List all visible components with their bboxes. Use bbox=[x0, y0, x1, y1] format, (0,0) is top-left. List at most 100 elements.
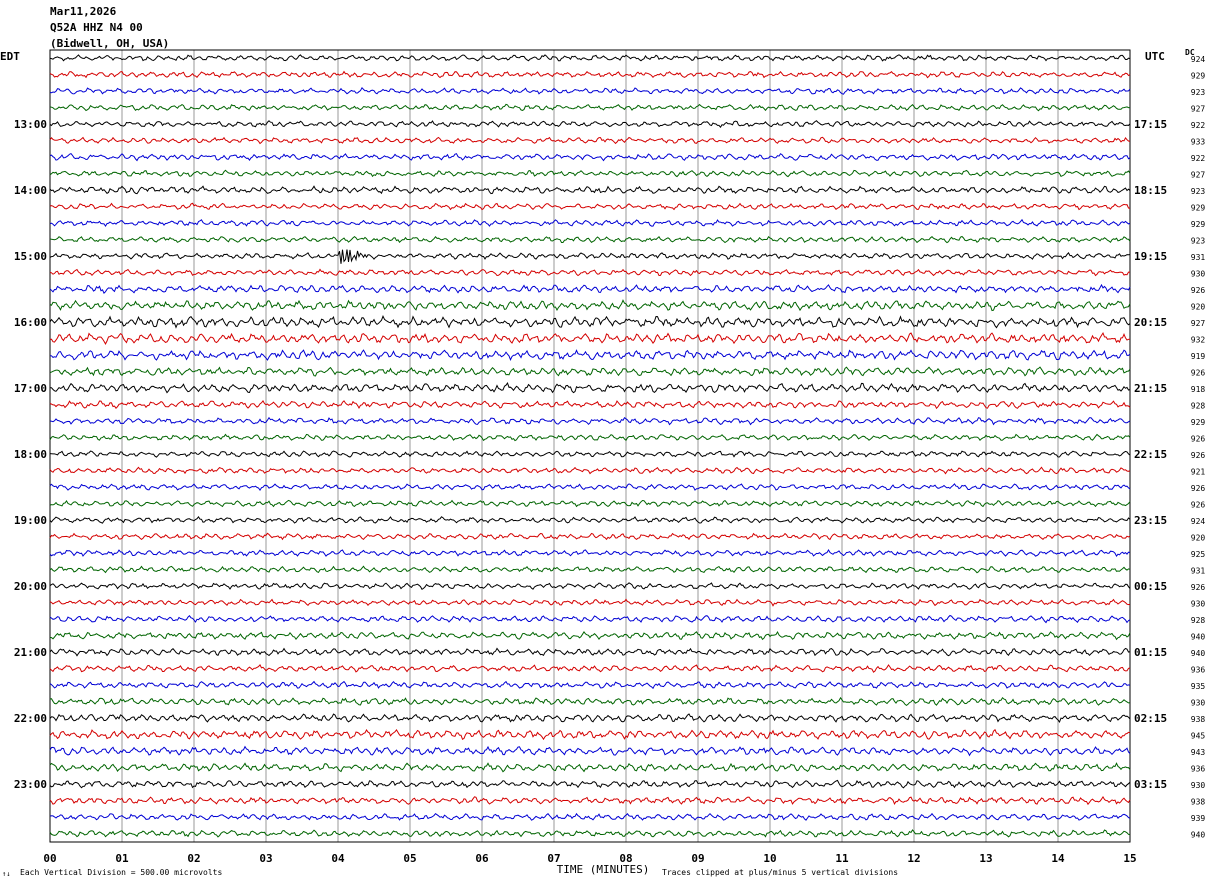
right-hour-label-0015: 00:15 bbox=[1134, 580, 1167, 593]
trace-line-25 bbox=[49, 450, 1131, 458]
trace-line-34 bbox=[49, 598, 1131, 607]
left-hour-label-1600: 16:00 bbox=[14, 316, 47, 329]
dc-offset-label-44: 936 bbox=[1191, 765, 1206, 774]
right-hour-label-1815: 18:15 bbox=[1134, 184, 1167, 197]
x-axis-label: TIME (MINUTES) bbox=[557, 863, 650, 876]
left-hour-label-2000: 20:00 bbox=[14, 580, 47, 593]
trace-line-3 bbox=[49, 86, 1131, 95]
header-date: Mar11,2026 bbox=[50, 5, 117, 18]
dc-offset-label-20: 926 bbox=[1191, 369, 1206, 378]
trace-line-48 bbox=[49, 829, 1131, 838]
dc-offset-label-28: 926 bbox=[1191, 501, 1206, 510]
trace-line-19 bbox=[49, 349, 1131, 361]
trace-line-21 bbox=[50, 382, 1131, 394]
right-timezone-label: UTC bbox=[1145, 50, 1165, 63]
dc-offset-label-38: 936 bbox=[1191, 666, 1206, 675]
trace-line-14 bbox=[49, 268, 1130, 277]
left-hour-label-2200: 22:00 bbox=[14, 712, 47, 725]
trace-line-43 bbox=[49, 745, 1131, 757]
trace-line-24 bbox=[49, 433, 1131, 442]
trace-line-38 bbox=[49, 664, 1131, 673]
dc-offset-label-47: 939 bbox=[1191, 814, 1206, 823]
left-hour-label-2100: 21:00 bbox=[14, 646, 47, 659]
left-hour-label-1300: 13:00 bbox=[14, 118, 47, 131]
dc-offset-label-25: 926 bbox=[1191, 451, 1206, 460]
x-tick-label-12: 12 bbox=[907, 852, 920, 865]
dc-offset-label-5: 922 bbox=[1191, 121, 1206, 130]
right-hour-label-2015: 20:15 bbox=[1134, 316, 1167, 329]
trace-line-17 bbox=[49, 315, 1131, 329]
trace-line-26 bbox=[49, 466, 1131, 475]
dc-offset-label-21: 918 bbox=[1191, 385, 1206, 394]
dc-offset-label-32: 931 bbox=[1191, 567, 1206, 576]
trace-line-42 bbox=[49, 728, 1131, 741]
dc-offset-label-29: 924 bbox=[1191, 517, 1206, 526]
dc-offset-label-40: 930 bbox=[1191, 699, 1206, 708]
dc-offset-label-17: 927 bbox=[1191, 319, 1206, 328]
dc-offset-label-31: 925 bbox=[1191, 550, 1206, 559]
right-hour-label-0115: 01:15 bbox=[1134, 646, 1167, 659]
dc-offset-label-35: 928 bbox=[1191, 616, 1206, 625]
dc-offset-label-7: 922 bbox=[1191, 154, 1206, 163]
x-tick-label-10: 10 bbox=[763, 852, 776, 865]
trace-line-46 bbox=[49, 795, 1131, 806]
trace-line-36 bbox=[49, 630, 1131, 641]
trace-line-32 bbox=[49, 565, 1131, 574]
trace-line-5 bbox=[49, 120, 1131, 129]
trace-line-27 bbox=[49, 483, 1131, 491]
left-hour-label-1400: 14:00 bbox=[14, 184, 47, 197]
trace-line-13 bbox=[49, 249, 1131, 264]
right-hour-label-2115: 21:15 bbox=[1134, 382, 1167, 395]
dc-offset-label-27: 926 bbox=[1191, 484, 1206, 493]
dc-offset-label-8: 927 bbox=[1191, 171, 1206, 180]
dc-offset-label-14: 930 bbox=[1191, 270, 1206, 279]
dc-offset-label-2: 929 bbox=[1191, 72, 1206, 81]
dc-offset-label-22: 928 bbox=[1191, 402, 1206, 411]
dc-offset-label-24: 926 bbox=[1191, 435, 1206, 444]
trace-line-39 bbox=[49, 680, 1131, 690]
x-tick-label-09: 09 bbox=[691, 852, 704, 865]
right-hour-label-1915: 19:15 bbox=[1134, 250, 1167, 263]
dc-offset-label-4: 927 bbox=[1191, 105, 1206, 114]
dc-offset-label-6: 933 bbox=[1191, 138, 1206, 147]
dc-offset-label-9: 923 bbox=[1191, 187, 1206, 196]
left-hour-label-1800: 18:00 bbox=[14, 448, 47, 461]
trace-line-20 bbox=[49, 366, 1131, 377]
plot-header: Mar11,2026 Q52A HHZ N4 00 (Bidwell, OH, … bbox=[50, 4, 169, 52]
trace-line-37 bbox=[49, 647, 1131, 657]
trace-line-33 bbox=[49, 582, 1131, 590]
x-tick-label-07: 07 bbox=[547, 852, 560, 865]
right-hour-label-0215: 02:15 bbox=[1134, 712, 1167, 725]
trace-line-29 bbox=[49, 515, 1131, 524]
x-tick-label-01: 01 bbox=[115, 852, 129, 865]
dc-offset-label-30: 920 bbox=[1191, 534, 1206, 543]
trace-line-8 bbox=[49, 169, 1131, 178]
x-tick-label-15: 15 bbox=[1123, 852, 1136, 865]
dc-offset-label-33: 926 bbox=[1191, 583, 1206, 592]
trace-line-47 bbox=[49, 812, 1131, 821]
trace-line-41 bbox=[49, 713, 1131, 724]
x-tick-label-06: 06 bbox=[475, 852, 489, 865]
trace-line-18 bbox=[49, 332, 1131, 345]
trace-line-2 bbox=[49, 70, 1131, 79]
x-tick-label-05: 05 bbox=[403, 852, 416, 865]
x-tick-label-11: 11 bbox=[835, 852, 849, 865]
trace-line-10 bbox=[49, 202, 1131, 211]
trace-line-22 bbox=[49, 400, 1131, 410]
dc-offset-label-41: 938 bbox=[1191, 715, 1206, 724]
trace-line-45 bbox=[49, 779, 1131, 789]
right-hour-label-0315: 03:15 bbox=[1134, 778, 1167, 791]
dc-offset-label-3: 923 bbox=[1191, 88, 1206, 97]
trace-line-6 bbox=[49, 136, 1131, 145]
header-location: (Bidwell, OH, USA) bbox=[50, 37, 170, 50]
trace-line-15 bbox=[49, 283, 1131, 294]
dc-offset-label-18: 932 bbox=[1191, 336, 1206, 345]
trace-line-1 bbox=[49, 54, 1131, 62]
trace-line-7 bbox=[49, 152, 1131, 162]
dc-offset-label-36: 940 bbox=[1191, 633, 1206, 642]
x-tick-label-08: 08 bbox=[619, 852, 632, 865]
dc-offset-label-26: 921 bbox=[1191, 468, 1206, 477]
x-tick-label-04: 04 bbox=[331, 852, 345, 865]
left-hour-label-1700: 17:00 bbox=[14, 382, 47, 395]
trace-line-30 bbox=[49, 532, 1131, 541]
